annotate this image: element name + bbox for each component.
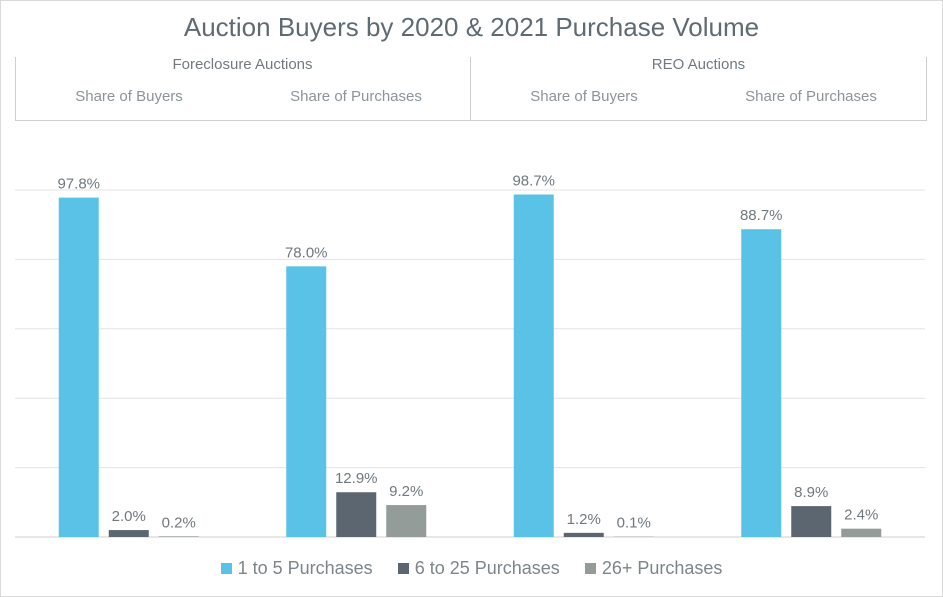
data-label-series1-cat1: 97.8% bbox=[57, 176, 100, 193]
bar-series1-cat2 bbox=[286, 266, 327, 537]
group-label-reo: REO Auctions bbox=[651, 56, 746, 73]
bar-series2-cat3 bbox=[563, 532, 604, 537]
bar-series2-cat1 bbox=[108, 530, 149, 537]
legend: 1 to 5 Purchases 6 to 25 Purchases 26+ P… bbox=[0, 558, 943, 579]
data-label-series3-cat1: 0.2% bbox=[162, 514, 196, 531]
legend-label-1-to-5: 1 to 5 Purchases bbox=[237, 558, 373, 578]
legend-swatch-6-to-25 bbox=[397, 563, 409, 574]
bar-series2-cat2 bbox=[336, 492, 377, 537]
group-header-box bbox=[15, 57, 927, 121]
bar-series3-cat1 bbox=[158, 536, 199, 537]
subgroup-label-foreclosure-purchases: Share of Purchases bbox=[290, 88, 422, 105]
group-header-divider bbox=[470, 57, 471, 121]
legend-item-6-to-25: 6 to 25 Purchases bbox=[397, 558, 560, 579]
data-label-series2-cat4: 8.9% bbox=[794, 484, 828, 501]
legend-swatch-26-plus bbox=[584, 563, 596, 574]
data-label-series2-cat1: 2.0% bbox=[112, 508, 146, 525]
subgroup-label-reo-purchases: Share of Purchases bbox=[745, 88, 877, 105]
bar-series1-cat3 bbox=[513, 194, 554, 538]
chart-title: Auction Buyers by 2020 & 2021 Purchase V… bbox=[183, 12, 760, 42]
subgroup-label-foreclosure-buyers: Share of Buyers bbox=[75, 88, 183, 105]
bar-series3-cat4 bbox=[841, 528, 882, 537]
subgroup-label-reo-buyers: Share of Buyers bbox=[530, 88, 638, 105]
data-label-series3-cat4: 2.4% bbox=[844, 507, 878, 524]
legend-label-6-to-25: 6 to 25 Purchases bbox=[414, 558, 560, 578]
bar-series1-cat1 bbox=[58, 197, 99, 537]
group-label-foreclosure: Foreclosure Auctions bbox=[172, 56, 313, 73]
data-label-series2-cat2: 12.9% bbox=[335, 470, 378, 487]
bar-series1-cat4 bbox=[741, 229, 782, 537]
data-label-series1-cat4: 88.7% bbox=[740, 207, 783, 224]
data-label-series2-cat3: 1.2% bbox=[567, 511, 601, 528]
legend-item-1-to-5: 1 to 5 Purchases bbox=[220, 558, 373, 579]
legend-item-26-plus: 26+ Purchases bbox=[584, 558, 723, 579]
data-label-series1-cat3: 98.7% bbox=[512, 173, 555, 190]
bar-series2-cat4 bbox=[791, 506, 832, 537]
data-label-series1-cat2: 78.0% bbox=[285, 244, 328, 261]
data-label-series3-cat3: 0.1% bbox=[617, 515, 651, 532]
bar-series3-cat2 bbox=[386, 505, 427, 537]
data-label-series3-cat2: 9.2% bbox=[389, 483, 423, 500]
legend-label-26-plus: 26+ Purchases bbox=[601, 558, 723, 578]
legend-swatch-1-to-5 bbox=[220, 563, 232, 574]
